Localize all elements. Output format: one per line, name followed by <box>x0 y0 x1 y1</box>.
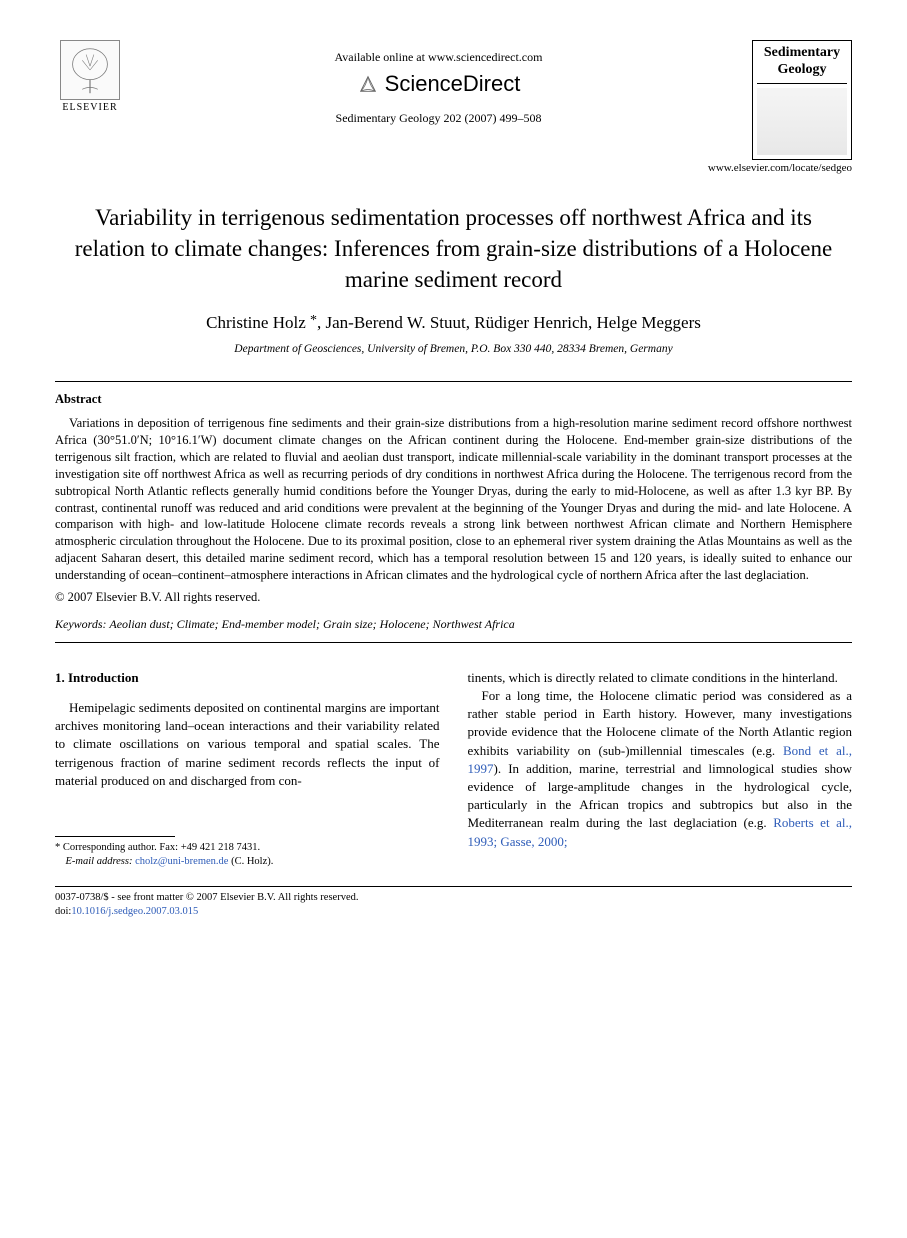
available-online-text: Available online at www.sciencedirect.co… <box>125 50 752 65</box>
doi-label: doi: <box>55 906 71 917</box>
left-column: 1. Introduction Hemipelagic sediments de… <box>55 669 440 868</box>
abstract-copyright: © 2007 Elsevier B.V. All rights reserved… <box>55 590 852 605</box>
journal-cover-title: Sedimentary Geology <box>757 45 847 84</box>
email-line: E-mail address: cholz@uni-bremen.de (C. … <box>55 855 440 869</box>
affiliation: Department of Geosciences, University of… <box>55 343 852 355</box>
col2-continuation: tinents, which is directly related to cl… <box>468 669 853 687</box>
elsevier-logo: ELSEVIER <box>55 40 125 113</box>
rule-below-keywords <box>55 642 852 643</box>
email-label: E-mail address: <box>66 856 133 867</box>
rule-above-abstract <box>55 381 852 382</box>
article-title: Variability in terrigenous sedimentation… <box>55 202 852 295</box>
sciencedirect-brand: ScienceDirect <box>125 71 752 97</box>
footer-doi-line: doi:10.1016/j.sedgeo.2007.03.015 <box>55 905 852 919</box>
header-row: ELSEVIER Available online at www.science… <box>55 40 852 160</box>
sciencedirect-icon <box>357 73 379 95</box>
footnote-rule <box>55 836 175 837</box>
footer: 0037-0738/$ - see front matter © 2007 El… <box>55 891 852 918</box>
abstract-label: Abstract <box>55 392 852 407</box>
header-center: Available online at www.sciencedirect.co… <box>125 40 752 126</box>
intro-para-1: Hemipelagic sediments deposited on conti… <box>55 699 440 790</box>
authors-line: Christine Holz *, Jan-Berend W. Stuut, R… <box>55 313 852 333</box>
elsevier-tree-icon <box>60 40 120 100</box>
corresponding-author-footnote: * Corresponding author. Fax: +49 421 218… <box>55 841 440 868</box>
keywords-text: Aeolian dust; Climate; End-member model;… <box>109 617 514 631</box>
authors-text: Christine Holz *, Jan-Berend W. Stuut, R… <box>206 313 701 332</box>
footer-line1: 0037-0738/$ - see front matter © 2007 El… <box>55 891 852 905</box>
abstract-text: Variations in deposition of terrigenous … <box>55 415 852 584</box>
journal-reference: Sedimentary Geology 202 (2007) 499–508 <box>125 111 752 126</box>
body-columns: 1. Introduction Hemipelagic sediments de… <box>55 669 852 868</box>
elsevier-label: ELSEVIER <box>62 102 117 113</box>
section-heading: 1. Introduction <box>55 669 440 687</box>
right-column: tinents, which is directly related to cl… <box>468 669 853 868</box>
journal-cover: Sedimentary Geology <box>752 40 852 160</box>
col2-para-2: For a long time, the Holocene climatic p… <box>468 687 853 851</box>
keywords-line: Keywords: Aeolian dust; Climate; End-mem… <box>55 617 852 632</box>
sciencedirect-text: ScienceDirect <box>385 71 521 97</box>
keywords-label: Keywords: <box>55 617 107 631</box>
journal-locate-url: www.elsevier.com/locate/sedgeo <box>55 162 852 174</box>
doi-link[interactable]: 10.1016/j.sedgeo.2007.03.015 <box>71 906 198 917</box>
email-link[interactable]: cholz@uni-bremen.de <box>135 856 228 867</box>
corresponding-line: * Corresponding author. Fax: +49 421 218… <box>55 841 440 855</box>
footer-rule <box>55 886 852 887</box>
email-author: (C. Holz). <box>231 856 273 867</box>
journal-cover-image <box>757 88 847 155</box>
